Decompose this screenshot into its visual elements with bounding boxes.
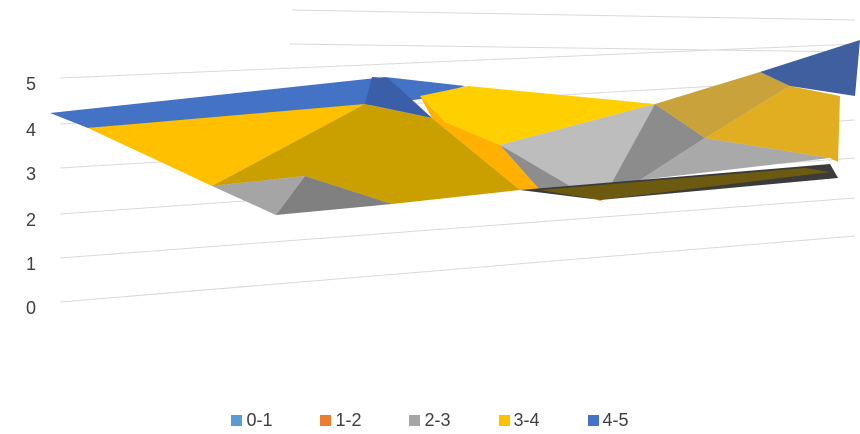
- surface-facet: [640, 138, 830, 180]
- legend-swatch: [320, 415, 332, 426]
- surface-facet: [212, 176, 305, 215]
- legend-item: 4-5: [587, 410, 629, 431]
- surface-facet: [655, 72, 790, 138]
- surface-facet: [420, 86, 655, 145]
- legend-item: 0-1: [231, 410, 272, 431]
- surface-facet: [540, 168, 830, 200]
- legend-swatch: [498, 415, 510, 426]
- chart-legend: 0-1 1-2 2-3 3-4 4-5: [0, 410, 860, 431]
- chart-surface: [50, 40, 860, 215]
- gridline: [59, 197, 856, 259]
- legend-swatch: [587, 415, 599, 426]
- surface-facet: [212, 104, 520, 204]
- surface-facet: [500, 145, 570, 190]
- surface-facet: [420, 96, 540, 190]
- gridline: [291, 9, 856, 21]
- legend-swatch: [409, 415, 421, 426]
- z-tick-label: 1: [26, 254, 36, 274]
- surface-facet: [365, 77, 432, 118]
- surface-facet: [50, 77, 465, 128]
- gridline: [59, 43, 856, 79]
- surface-facet: [88, 104, 365, 186]
- legend-label: 2-3: [424, 410, 451, 430]
- surface-facet: [760, 40, 860, 96]
- surface-facet: [500, 104, 655, 186]
- surface-facet: [705, 86, 840, 162]
- surface-facet: [590, 198, 604, 202]
- gridline: [59, 235, 856, 303]
- legend-item: 1-2: [320, 410, 361, 431]
- z-tick-label: 5: [26, 74, 36, 94]
- legend-label: 4-5: [602, 410, 629, 430]
- surface-facet: [610, 104, 705, 186]
- legend-label: 3-4: [513, 410, 540, 430]
- z-tick-label: 0: [26, 298, 36, 318]
- surface-facet: [276, 176, 392, 215]
- legend-item: 2-3: [409, 410, 451, 431]
- z-axis-ticks: 0 1 2 3 4 5: [26, 74, 36, 318]
- z-tick-label: 4: [26, 120, 36, 140]
- gridline: [289, 43, 856, 53]
- legend-item: 3-4: [498, 410, 540, 431]
- z-tick-label: 3: [26, 164, 36, 184]
- legend-label: 1-2: [335, 410, 362, 430]
- legend-swatch: [231, 415, 243, 426]
- z-tick-label: 2: [26, 210, 36, 230]
- legend-label: 0-1: [246, 410, 273, 430]
